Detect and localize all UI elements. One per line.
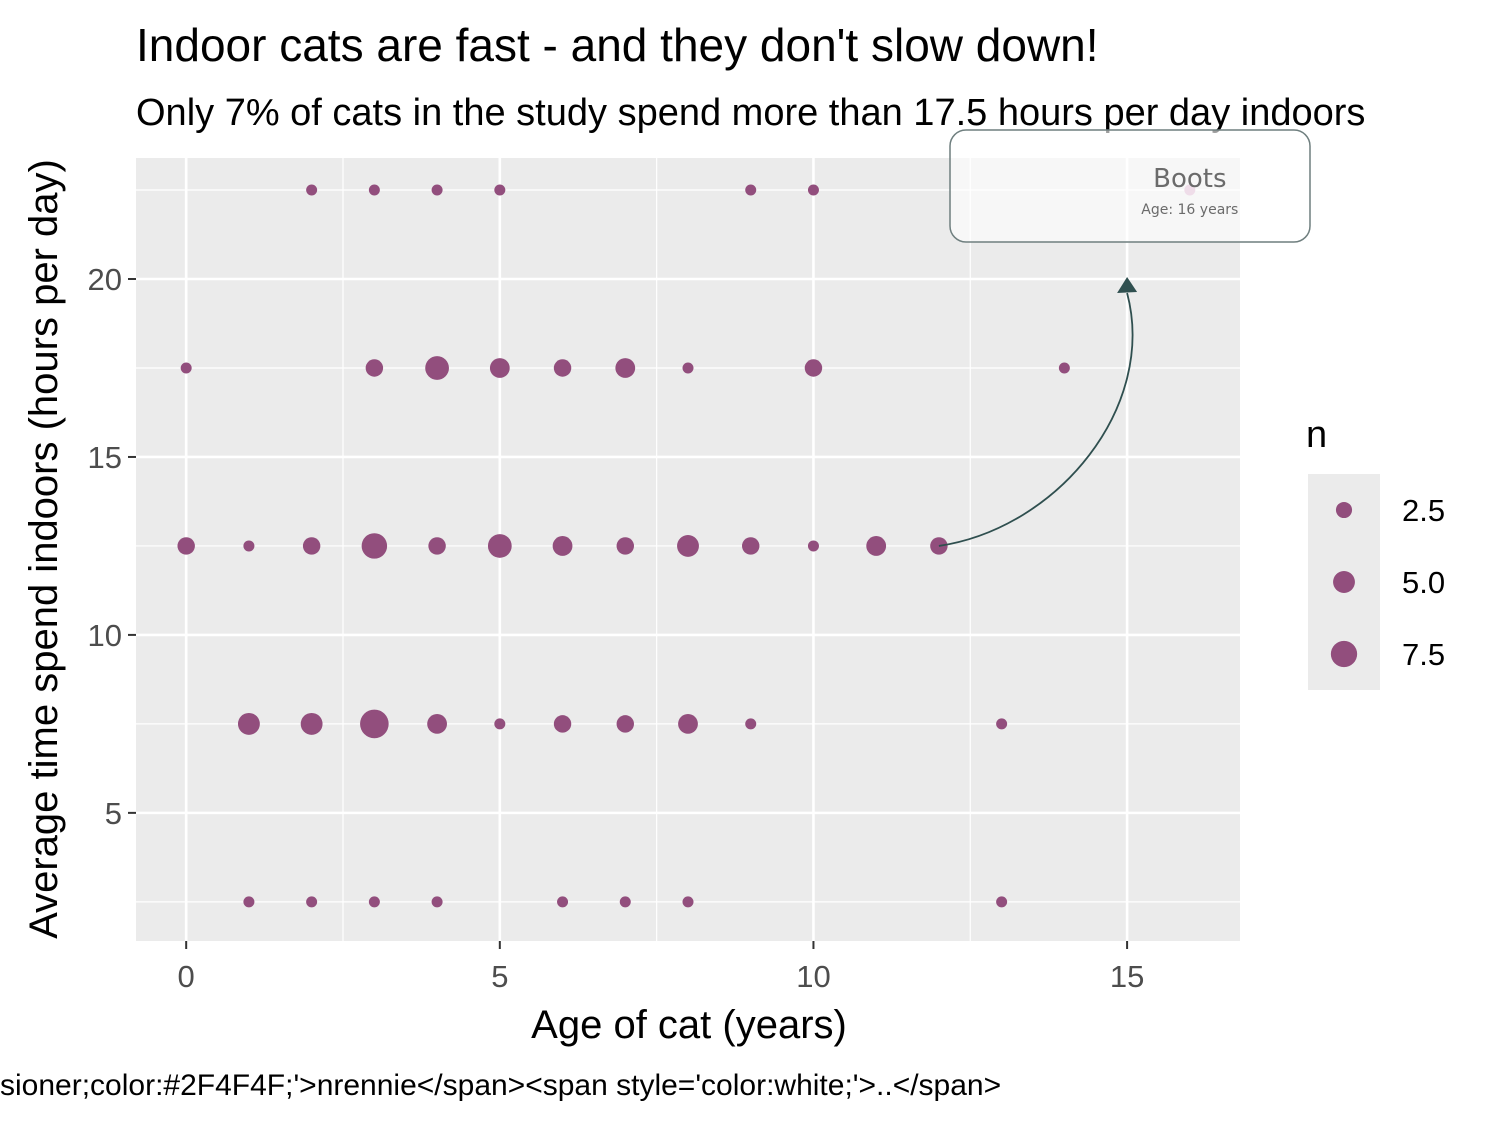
data-point <box>427 713 447 734</box>
data-point <box>368 896 380 908</box>
data-point <box>306 896 318 908</box>
legend-label: 7.5 <box>1402 637 1445 672</box>
x-tick-label: 15 <box>1110 959 1144 994</box>
data-point <box>306 184 318 196</box>
data-point <box>487 534 512 558</box>
annotation-arrow <box>938 292 1134 547</box>
data-point <box>866 536 887 556</box>
data-point <box>996 718 1008 730</box>
data-point <box>431 896 443 908</box>
data-point <box>300 712 323 735</box>
data-point <box>302 537 321 555</box>
data-point <box>807 540 819 552</box>
y-tick-label: 10 <box>88 618 122 653</box>
size-legend: n 2.5 5.0 7.5 <box>1306 414 1445 690</box>
data-point <box>428 537 446 555</box>
data-point <box>677 535 699 557</box>
chart-title: Indoor cats are fast - and they don't sl… <box>136 19 1099 71</box>
data-point <box>996 896 1008 908</box>
chart-subtitle: Only 7% of cats in the study spend more … <box>136 92 1365 134</box>
x-tick-label: 0 <box>178 959 195 994</box>
chart-caption: sioner;color:#2F4F4F;'>nrennie</span><sp… <box>0 1069 1001 1102</box>
data-point <box>742 537 760 555</box>
annotation-box <box>949 129 1311 243</box>
x-axis: 0 5 10 15 <box>178 941 1144 994</box>
data-point <box>553 715 572 733</box>
data-point <box>243 540 255 552</box>
data-point <box>180 362 192 374</box>
data-point <box>489 358 510 378</box>
legend-label: 5.0 <box>1402 565 1445 600</box>
data-point <box>425 356 449 380</box>
data-point <box>431 184 443 196</box>
data-point <box>368 184 380 196</box>
y-tick-label: 20 <box>88 262 122 297</box>
data-point <box>1058 362 1070 374</box>
legend-label: 2.5 <box>1402 493 1445 528</box>
y-tick-label: 5 <box>105 796 122 831</box>
data-point <box>615 358 636 378</box>
data-point <box>678 713 698 734</box>
data-point <box>557 896 569 908</box>
annotation-name: Boots <box>1153 164 1226 194</box>
y-tick-label: 15 <box>88 440 122 475</box>
data-point <box>365 359 384 377</box>
data-point <box>361 533 388 559</box>
legend-key <box>1333 571 1355 593</box>
plot-panel: Boots Age: 16 years <box>136 129 1311 941</box>
y-axis-title: Average time spend indoors (hours per da… <box>22 159 66 939</box>
data-point <box>682 896 694 908</box>
data-point <box>616 715 634 733</box>
y-axis: 5 10 15 20 <box>88 262 136 831</box>
data-point <box>682 362 694 374</box>
data-point <box>237 712 260 735</box>
data-points <box>177 184 1070 908</box>
legend-title: n <box>1306 414 1327 456</box>
data-point <box>745 184 757 196</box>
data-point <box>360 709 389 739</box>
data-point <box>807 184 819 196</box>
data-point <box>616 537 634 555</box>
annotation-arrowhead <box>1117 277 1138 294</box>
x-tick-label: 5 <box>491 959 508 994</box>
annotation: Boots Age: 16 years <box>938 129 1311 547</box>
data-point <box>494 184 506 196</box>
data-point <box>804 359 823 377</box>
data-point <box>745 718 757 730</box>
data-point <box>494 718 506 730</box>
x-axis-title: Age of cat (years) <box>531 1003 847 1047</box>
legend-key <box>1330 640 1358 668</box>
data-point <box>243 896 255 908</box>
x-tick-label: 10 <box>796 959 830 994</box>
legend-key <box>1335 501 1353 519</box>
data-point <box>177 537 195 555</box>
data-point <box>619 896 631 908</box>
data-point <box>552 536 573 556</box>
annotation-detail: Age: 16 years <box>1141 202 1238 218</box>
data-point <box>553 359 572 377</box>
